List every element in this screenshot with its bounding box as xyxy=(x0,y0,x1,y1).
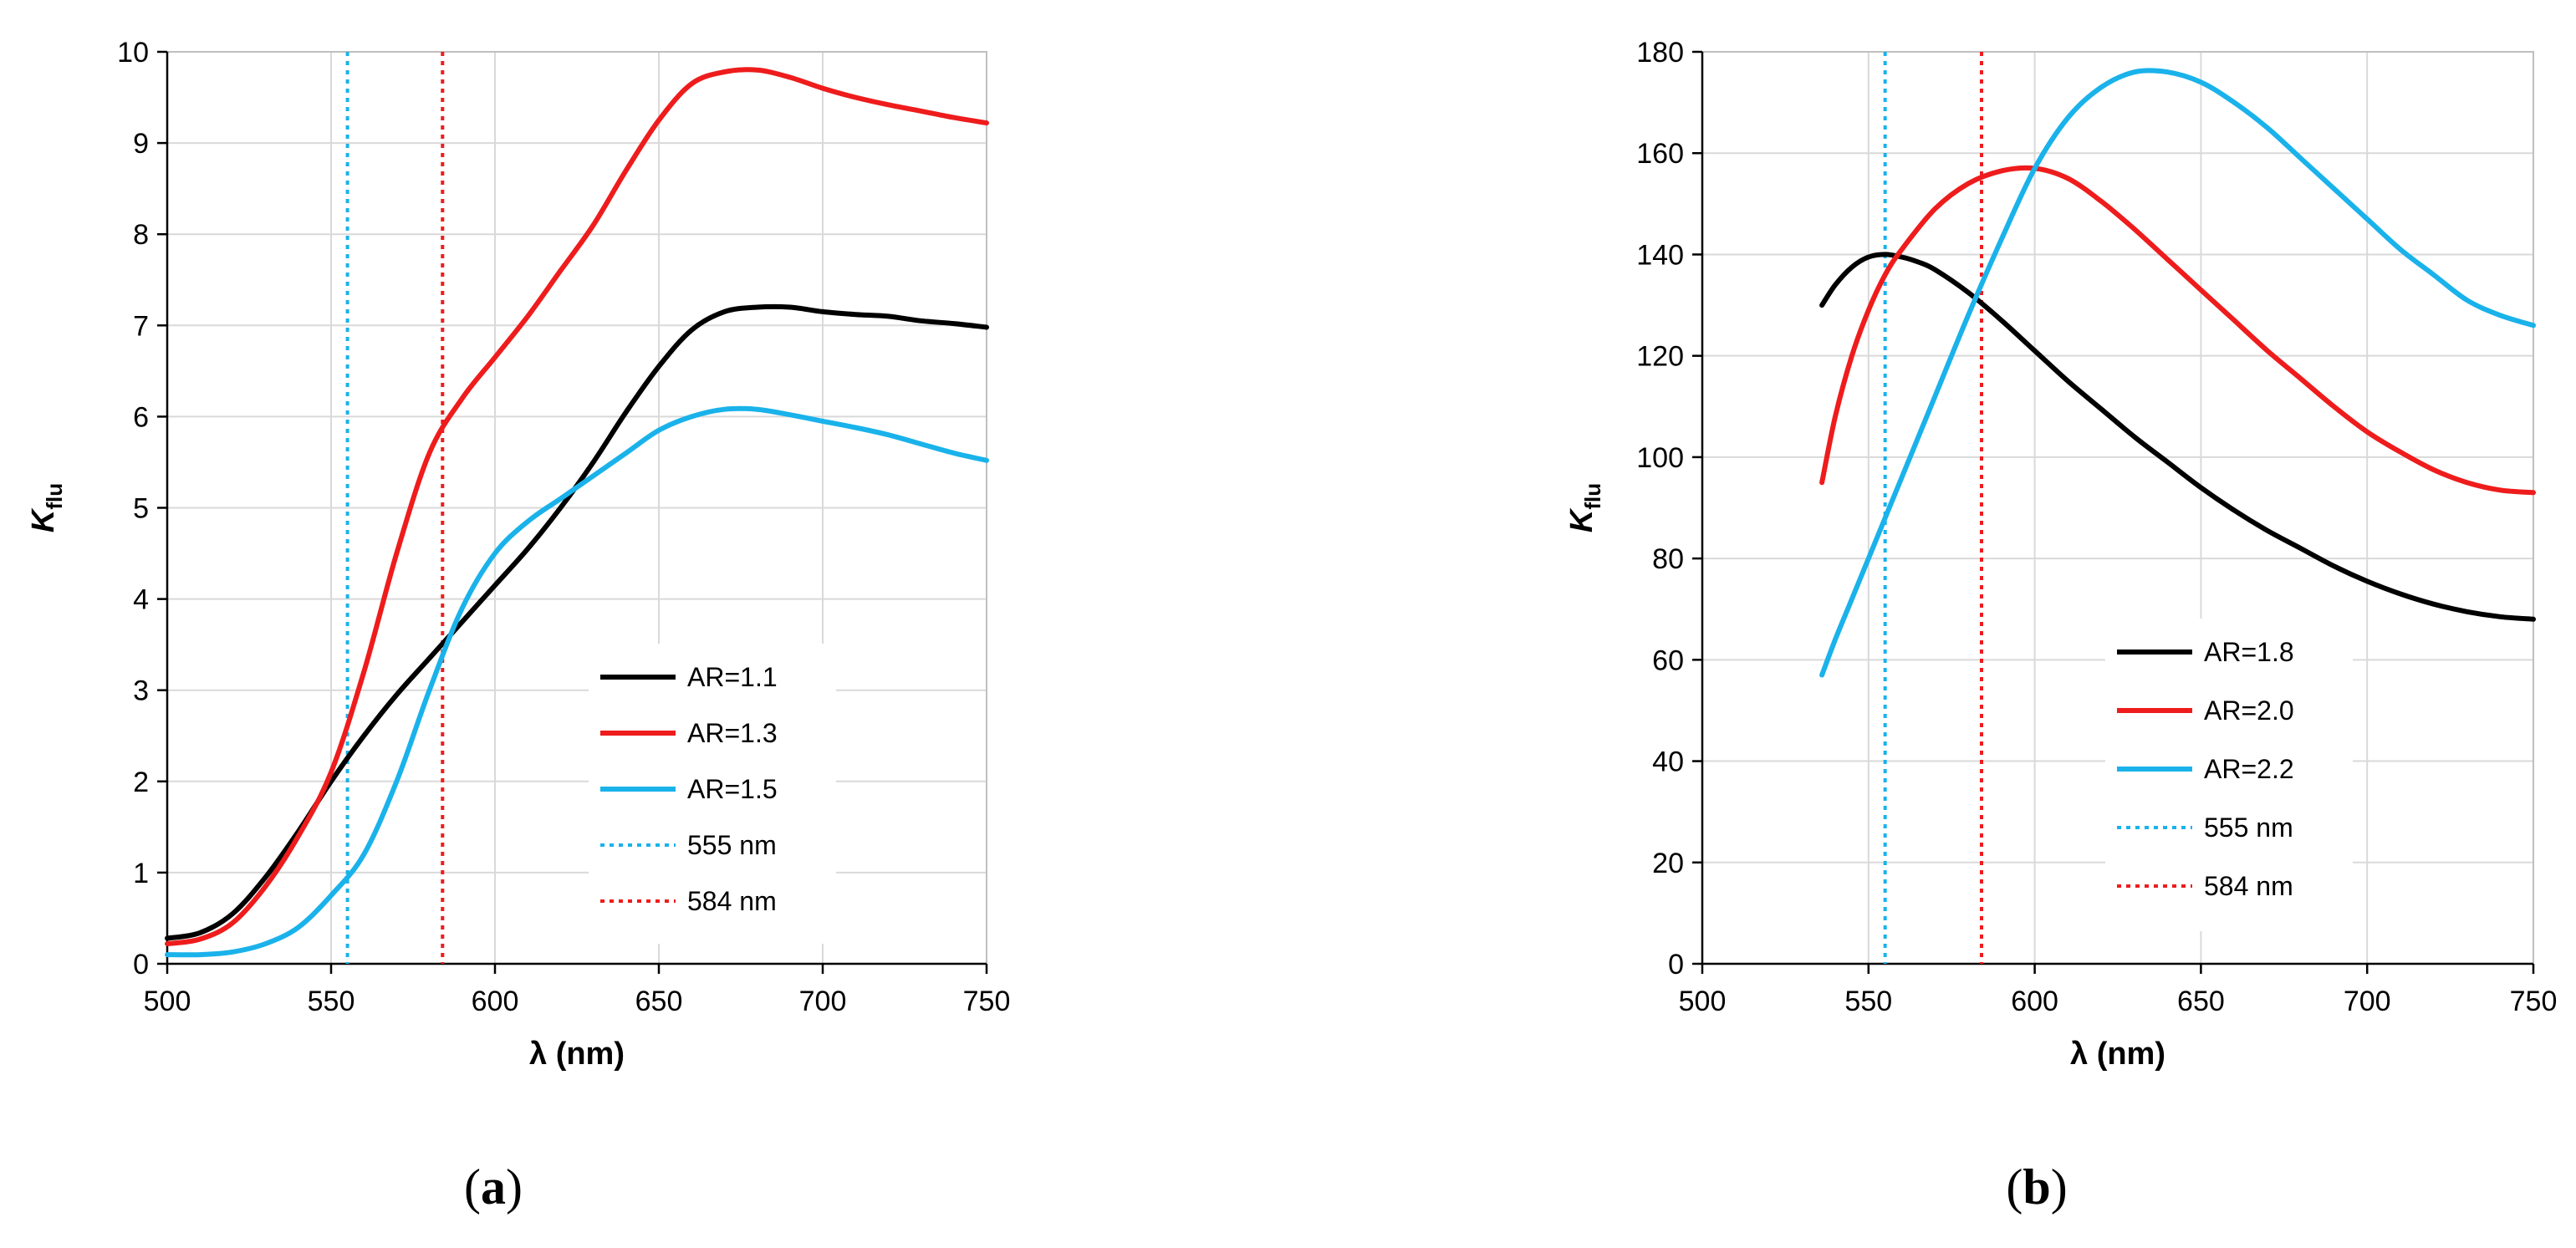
chart-panel-a: 500 550 600 650 700 750 0 1 2 3 4 5 6 7 8 9 10 λ (nm) Kflu… xyxy=(26,37,1010,1215)
panel-label-close: ) xyxy=(506,1159,523,1215)
panel-label: (a) xyxy=(464,1159,523,1215)
y-axis-label-sub: flu xyxy=(42,483,67,510)
legend-label: AR=2.2 xyxy=(2204,754,2294,784)
x-tick-label: 600 xyxy=(2011,986,2058,1017)
y-axis-label-main: K xyxy=(26,507,61,532)
y-tick-label: 40 xyxy=(1652,746,1684,778)
panel-label-letter: b xyxy=(2023,1159,2050,1215)
series-line-ar-1-3 xyxy=(165,67,989,946)
y-tick-label: 100 xyxy=(1636,442,1684,474)
legend: AR=1.1 AR=1.3 AR=1.5 555 nm 584 nm xyxy=(589,644,836,944)
panel-label-letter: a xyxy=(481,1159,506,1215)
legend-label: 555 nm xyxy=(687,830,777,860)
x-tick-label: 650 xyxy=(635,986,683,1017)
panel-label: (b) xyxy=(2006,1159,2067,1215)
y-axis-label-text: Kflu xyxy=(26,483,67,532)
legend-label: AR=1.8 xyxy=(2204,637,2294,667)
x-tick-label: 650 xyxy=(2177,986,2225,1017)
series-line-ar-2-0 xyxy=(1819,165,2536,496)
legend-label: 584 nm xyxy=(2204,871,2293,901)
y-tick-label: 140 xyxy=(1636,239,1684,271)
y-tick-label: 20 xyxy=(1652,848,1684,879)
y-tick-label: 3 xyxy=(133,675,149,707)
y-tick-label: 9 xyxy=(133,128,149,160)
x-tick-label: 700 xyxy=(2344,986,2391,1017)
y-tick-label: 180 xyxy=(1636,37,1684,69)
y-axis-label: Kflu xyxy=(1564,483,1605,532)
x-tick-label: 600 xyxy=(472,986,519,1017)
legend-label: AR=1.3 xyxy=(687,718,778,748)
y-tick-label: 5 xyxy=(133,493,149,525)
y-tick-label: 80 xyxy=(1652,543,1684,575)
x-axis-label: λ (nm) xyxy=(529,1037,625,1072)
y-tick-label: 7 xyxy=(133,310,149,342)
y-tick-label: 8 xyxy=(133,219,149,251)
y-axis-label-main: K xyxy=(1564,507,1599,532)
panel-label-close: ) xyxy=(2051,1159,2068,1215)
series-line-ar-1-5 xyxy=(165,405,989,958)
y-tick-label: 2 xyxy=(133,767,149,798)
x-tick-label: 550 xyxy=(308,986,355,1017)
y-axis-label: Kflu xyxy=(26,483,67,532)
y-tick-label: 4 xyxy=(133,584,149,616)
y-tick-label: 10 xyxy=(117,37,149,69)
legend-label: AR=1.1 xyxy=(687,662,778,692)
legend: AR=1.8 AR=2.0 AR=2.2 555 nm 584 nm xyxy=(2105,619,2353,931)
y-tick-label: 160 xyxy=(1636,138,1684,170)
legend-label: AR=2.0 xyxy=(2204,695,2294,726)
panel-label-open: ( xyxy=(2006,1159,2023,1215)
gridlines xyxy=(166,51,987,965)
x-tick-label: 700 xyxy=(799,986,847,1017)
chart-panel-b: 500 550 600 650 700 750 0 20 40 60 80 100 120 140 160 1… xyxy=(1564,37,2557,1215)
x-tick-label: 500 xyxy=(144,986,191,1017)
series-line-ar-2-2 xyxy=(1819,68,2536,678)
x-axis-label: λ (nm) xyxy=(2070,1037,2165,1072)
y-tick-label: 60 xyxy=(1652,644,1684,676)
y-tick-label: 120 xyxy=(1636,341,1684,373)
y-axis-label-text: Kflu xyxy=(1564,483,1605,532)
y-tick-label: 0 xyxy=(1668,949,1684,981)
legend-background xyxy=(2105,619,2353,931)
legend-label: AR=1.5 xyxy=(687,774,778,804)
y-tick-label: 6 xyxy=(133,401,149,433)
y-tick-label: 1 xyxy=(133,858,149,889)
x-tick-label: 750 xyxy=(2510,986,2558,1017)
y-tick-label: 0 xyxy=(133,949,149,981)
series-line-ar-1-8 xyxy=(1819,252,2536,622)
legend-label: 555 nm xyxy=(2204,812,2293,843)
x-tick-label: 500 xyxy=(1679,986,1727,1017)
x-tick-label: 750 xyxy=(963,986,1011,1017)
legend-background xyxy=(589,644,836,944)
y-axis-label-sub: flu xyxy=(1580,483,1605,510)
legend-label: 584 nm xyxy=(687,886,777,916)
x-tick-label: 550 xyxy=(1844,986,1892,1017)
panel-label-open: ( xyxy=(464,1159,481,1215)
series-line-ar-1-1 xyxy=(165,303,989,941)
